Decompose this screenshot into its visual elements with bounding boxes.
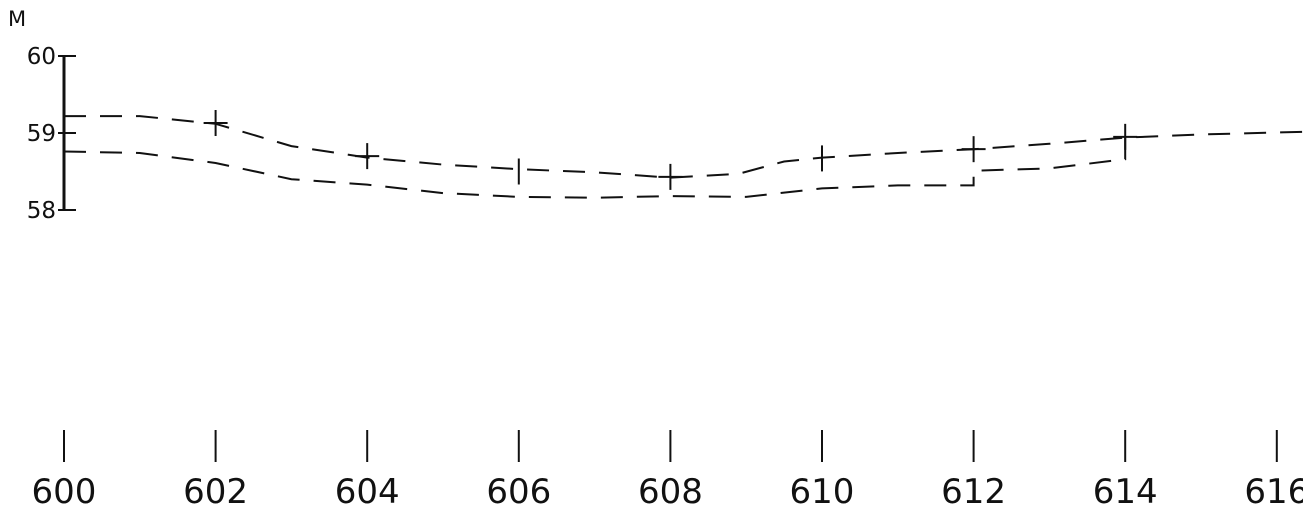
cross-marker	[658, 163, 683, 190]
cross-marker	[203, 109, 228, 136]
lower-dashed-profile	[63, 136, 1127, 199]
x-tick-label: 612	[941, 472, 1006, 510]
series-group	[63, 115, 1303, 199]
x-tick-label: 614	[1093, 472, 1158, 510]
y-tick-label: 59	[27, 121, 56, 147]
upper-dashed-profile	[64, 115, 1303, 179]
x-tick-label: 600	[32, 472, 97, 510]
y-tick-label: 58	[27, 198, 56, 224]
x-tick-label: 616	[1244, 472, 1303, 510]
cross-marker	[1113, 123, 1138, 150]
y-ticks: 58 59 60	[27, 44, 76, 224]
x-tick-label: 610	[790, 472, 855, 510]
cross-marker	[355, 143, 380, 170]
x-ticks: 600 602 604 606 608 610 612 614 616	[32, 430, 1303, 510]
y-tick-label: 60	[27, 44, 56, 70]
markers-group	[203, 109, 1138, 190]
cross-marker	[961, 136, 986, 163]
x-tick-label: 608	[638, 472, 703, 510]
y-unit-label: M	[8, 7, 26, 31]
x-tick-label: 606	[486, 472, 551, 510]
x-tick-label: 602	[183, 472, 248, 510]
x-tick-label: 604	[335, 472, 400, 510]
